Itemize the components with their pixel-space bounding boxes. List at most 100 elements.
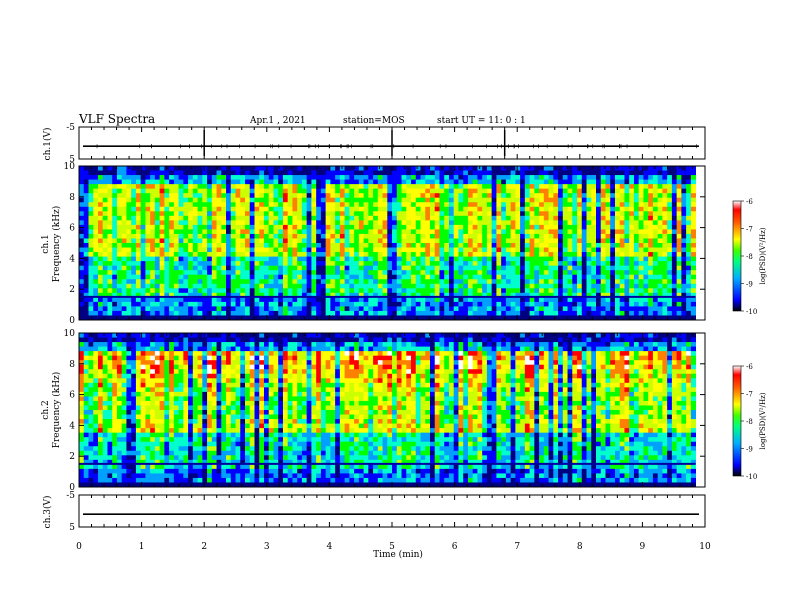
ch1-spectrogram-cell xyxy=(425,283,431,289)
ch1-spectrogram-cell xyxy=(254,274,260,280)
ch1-spectrogram-cell xyxy=(567,283,573,289)
ch2-spectrogram-cell xyxy=(112,468,118,474)
ch1-spectrogram-cell xyxy=(301,188,308,194)
ch1-spectrogram-cell xyxy=(354,301,360,307)
ch1-spectrogram-cell xyxy=(681,256,687,262)
ch1-spectrogram-cell xyxy=(358,188,364,194)
ch1-spectrogram-cell xyxy=(652,238,659,244)
ch1-spectrogram-cell xyxy=(197,166,203,171)
ch1-spectrogram-cell xyxy=(273,197,279,203)
ch1-spectrogram-cell xyxy=(429,224,436,230)
ch1-spectrogram-cell xyxy=(425,274,431,280)
ch1-spectrogram-cell xyxy=(581,265,587,271)
ch1-spectrogram-cell xyxy=(529,297,535,303)
ch1-spectrogram-cell xyxy=(548,238,554,244)
ch1-spectrogram-cell xyxy=(401,233,407,239)
ch1-spectrogram-cell xyxy=(159,247,165,253)
ch1-spectrogram-cell xyxy=(154,179,161,185)
ch1-spectrogram-cell xyxy=(543,179,549,185)
ch1-spectrogram-cell xyxy=(482,202,488,208)
ch1-spectrogram-cell xyxy=(373,297,379,303)
ch1-spectrogram-cell xyxy=(510,265,516,271)
ch1-spectrogram-cell xyxy=(439,297,445,303)
ch1-spectrogram-cell xyxy=(686,306,692,312)
ch1-spectrogram-cell xyxy=(633,179,640,185)
ch1-spectrogram-cell xyxy=(548,193,554,199)
ch1-spectrogram-cell xyxy=(448,188,455,194)
ch1-spectrogram-cell xyxy=(339,215,346,221)
ch1-spectrogram-cell xyxy=(377,170,383,176)
ch1-spectrogram-cell xyxy=(344,184,350,190)
ch1-spectrogram-cell xyxy=(169,170,175,176)
ch1-spectrogram-cell xyxy=(211,256,217,262)
ch1-spectrogram-cell xyxy=(614,274,621,280)
ch1-spectrogram-cell xyxy=(448,306,455,312)
ch1-spectrogram-cell xyxy=(202,229,208,235)
ch1-spectrogram-cell xyxy=(515,206,521,212)
ch1-spectrogram-cell xyxy=(652,220,659,226)
ch1-spectrogram-cell xyxy=(458,233,464,239)
ch1-spectrogram-cell xyxy=(420,175,426,180)
ch1-spectrogram-cell xyxy=(150,211,156,217)
ch1-spectrogram-cell xyxy=(463,301,469,307)
ch1-spectrogram-cell xyxy=(188,215,194,221)
ch1-spectrogram-cell xyxy=(88,301,94,307)
ch2-spectrogram-cell xyxy=(112,351,118,357)
ch1-spectrogram-cell xyxy=(610,252,616,257)
ch1-spectrogram-cell xyxy=(477,179,483,185)
ch1-spectrogram-cell xyxy=(543,188,549,194)
ch1-spectrogram-cell xyxy=(145,274,151,280)
ch1-spectrogram-cell xyxy=(586,166,592,171)
ch1-spectrogram-cell xyxy=(131,229,137,235)
ch1-spectrogram-cell xyxy=(396,297,402,303)
ch1-spectrogram-cell xyxy=(311,229,317,235)
ch1-spectrogram-cell xyxy=(463,292,469,298)
ch1-spectrogram-cell xyxy=(278,166,284,171)
ch1-spectrogram-cell xyxy=(496,229,502,235)
ch1-spectrogram-cell xyxy=(629,270,635,276)
ch1-spectrogram-cell xyxy=(316,166,322,171)
ch1-spectrogram-cell xyxy=(686,301,692,307)
ch1-spectrogram-cell xyxy=(368,315,374,321)
ch1-spectrogram-cell xyxy=(211,220,217,226)
ch1-spectrogram-cell xyxy=(510,184,516,190)
ch1-spectrogram-cell xyxy=(83,288,89,294)
ch1-spectrogram-cell xyxy=(671,292,678,298)
ch1-spectrogram-cell xyxy=(491,184,497,190)
ch1-spectrogram-cell xyxy=(112,220,118,226)
ch1-spectrogram-cell xyxy=(453,301,459,307)
ch1-spectrogram-cell xyxy=(543,256,549,262)
ch1-spectrogram-cell xyxy=(135,202,142,208)
ch1-spectrogram-cell xyxy=(429,315,436,321)
ch1-spectrogram-cell xyxy=(596,274,602,280)
ch1-spectrogram-cell xyxy=(553,238,559,244)
ch1-spectrogram-cell xyxy=(539,238,545,244)
ch1-spectrogram-cell xyxy=(529,256,535,262)
ch1-spectrogram-cell xyxy=(448,310,455,316)
ch1-spectrogram-cell xyxy=(643,193,649,199)
ch1-spectrogram-cell xyxy=(306,274,312,280)
ch1-spectrogram-cell xyxy=(226,229,232,235)
ch1-spectrogram-cell xyxy=(249,247,255,253)
ch2-spectrogram-cell xyxy=(79,441,85,447)
ch1-spectrogram-cell xyxy=(107,175,113,180)
ch1-spectrogram-cell xyxy=(681,188,687,194)
ch1-spectrogram-cell xyxy=(534,247,540,253)
ch1-spectrogram-cell xyxy=(259,238,265,244)
ch1-spectrogram-cell xyxy=(354,193,360,199)
ch1-spectrogram-cell xyxy=(558,197,564,203)
ch1-spectrogram-cell xyxy=(297,315,303,321)
ch1-spectrogram-cell xyxy=(240,215,246,221)
ch1-spectrogram-cell xyxy=(230,215,236,221)
ch1-spectrogram-cell xyxy=(230,288,236,294)
ch1-spectrogram-cell xyxy=(197,211,203,217)
ch1-spectrogram-cell xyxy=(577,288,583,294)
ch1-spectrogram-cell xyxy=(287,238,293,244)
ch1-spectrogram-cell xyxy=(600,256,606,262)
ch1-spectrogram-cell xyxy=(648,310,654,316)
ch2-spectrogram-cell xyxy=(97,459,104,465)
ch1-spectrogram-cell xyxy=(354,270,360,276)
ch1-spectrogram-cell xyxy=(529,288,535,294)
ch1-spectrogram-cell xyxy=(420,202,426,208)
ch1-spectrogram-cell xyxy=(301,292,308,298)
